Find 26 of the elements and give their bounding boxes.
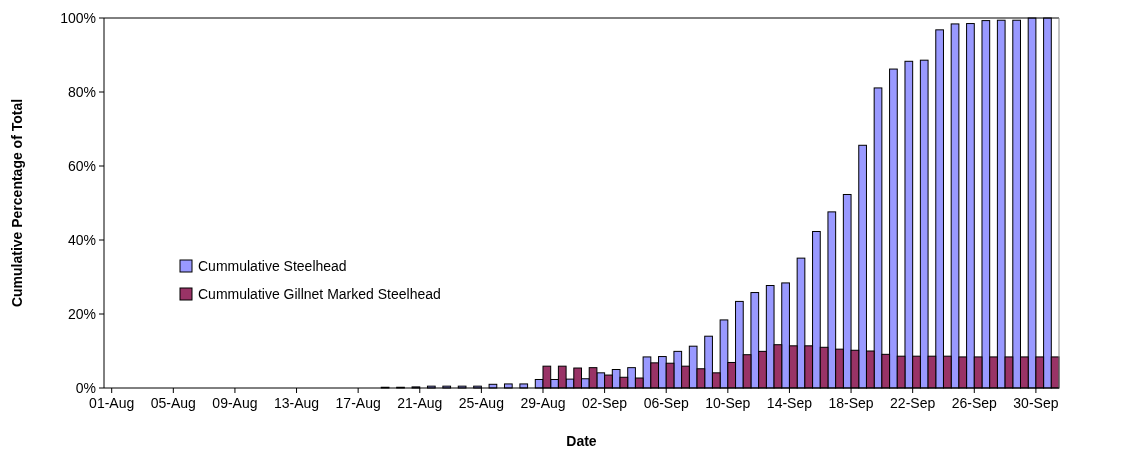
x-tick-label: 01-Aug <box>89 395 135 411</box>
x-tick-label: 02-Sep <box>582 395 628 411</box>
x-tick-label: 14-Sep <box>766 395 813 411</box>
x-tick-label: 13-Aug <box>273 395 320 411</box>
x-tick-label: 29-Aug <box>520 395 566 411</box>
x-tick-label: 10-Sep <box>705 395 751 411</box>
x-tick-label: 22-Sep <box>890 395 936 411</box>
y-tick-label: 60% <box>67 157 96 174</box>
x-tick-label: 18-Sep <box>828 395 874 411</box>
x-axis-title: Date <box>566 433 597 449</box>
x-tick-label: 26-Sep <box>951 395 998 411</box>
legend-label: Cummulative Gillnet Marked Steelhead <box>198 285 441 302</box>
y-tick-label: 40% <box>67 231 96 248</box>
legend-label: Cummulative Steelhead <box>198 257 347 274</box>
x-tick-label: 05-Aug <box>150 395 196 411</box>
y-tick-label: 20% <box>67 305 96 322</box>
x-tick-label: 09-Aug <box>212 395 258 411</box>
x-tick-label: 25-Aug <box>458 395 504 411</box>
y-tick-label: 80% <box>67 83 96 100</box>
y-tick-label: 100% <box>60 9 96 26</box>
y-axis-title: Cumulative Percentage of Total <box>9 98 25 308</box>
x-tick-label: 21-Aug <box>397 395 443 411</box>
x-tick-label: 30-Sep <box>1013 395 1059 411</box>
x-tick-label: 06-Sep <box>643 395 689 411</box>
y-tick-label: 0% <box>75 379 96 396</box>
x-tick-label: 17-Aug <box>335 395 381 411</box>
